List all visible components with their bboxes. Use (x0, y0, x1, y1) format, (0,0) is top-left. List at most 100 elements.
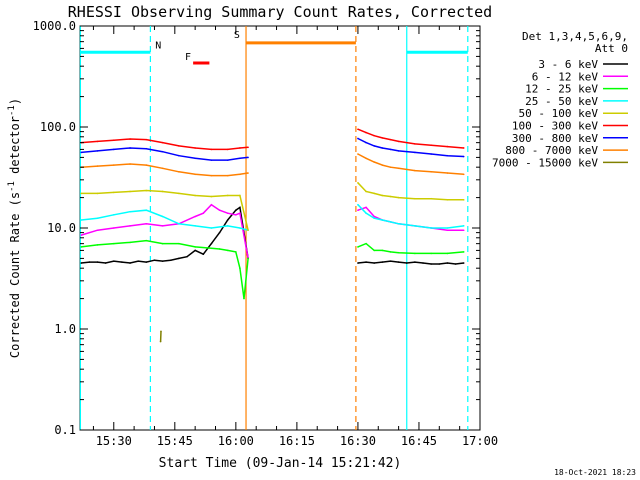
data-point (210, 203, 213, 206)
data-point (161, 260, 164, 262)
data-point (112, 214, 115, 216)
data-point (145, 138, 148, 141)
data-point (381, 261, 384, 263)
data-point (210, 247, 213, 250)
data-point (80, 234, 83, 236)
series-line (81, 137, 464, 161)
data-point (178, 192, 180, 195)
flag-label-n: N (155, 40, 161, 51)
data-point (194, 215, 196, 218)
y-tick-label: 10.0 (47, 221, 76, 235)
y-tick-label: 100.0 (40, 120, 76, 134)
legend-label: 50 - 100 keV (519, 107, 599, 120)
data-point (239, 227, 241, 229)
data-point (112, 242, 115, 245)
data-point (96, 217, 99, 220)
data-point (239, 147, 241, 149)
data-point (414, 225, 416, 227)
axis-ticks: 15:30 15:45 16:00 16:15 16:30 16:45 17:00 1000.… (33, 19, 498, 448)
data-point (414, 151, 416, 154)
data-point (462, 173, 465, 176)
data-point (357, 209, 359, 212)
data-point (357, 203, 359, 206)
data-point (381, 137, 384, 139)
data-point (389, 260, 392, 262)
x-tick-label: 15:45 (157, 434, 193, 448)
data-point (112, 164, 115, 166)
data-point (357, 128, 359, 131)
data-point (145, 223, 148, 225)
data-point (462, 147, 465, 149)
data-point (202, 253, 205, 256)
series-3 (80, 203, 465, 232)
data-point (365, 190, 367, 193)
flag-label-s: S (234, 30, 240, 41)
data-point (373, 134, 376, 137)
data-point (226, 159, 229, 161)
data-point (145, 164, 148, 166)
data-point (373, 192, 376, 195)
data-point (357, 153, 359, 155)
series-line (81, 204, 464, 231)
data-point (247, 172, 249, 174)
data-point (247, 156, 249, 159)
series-layer (80, 128, 465, 343)
y-tick-label: 0.1 (54, 423, 76, 437)
x-tick-label: 16:15 (279, 434, 315, 448)
data-point (397, 167, 400, 170)
y-tick-label: 1.0 (54, 322, 76, 336)
data-point (381, 147, 384, 149)
data-point (446, 227, 449, 229)
data-point (210, 159, 213, 161)
data-point (247, 229, 249, 232)
data-point (373, 161, 376, 163)
data-point (96, 165, 99, 167)
data-point (397, 251, 400, 254)
legend-label: 7000 - 15000 keV (492, 156, 598, 169)
data-point (129, 210, 131, 213)
y-axis-label-exp1: -1 (7, 181, 17, 192)
data-point (80, 151, 83, 154)
data-point (365, 261, 367, 263)
data-point (226, 225, 229, 227)
data-point (239, 157, 241, 160)
data-point (194, 246, 196, 248)
data-point (96, 244, 99, 246)
data-point (194, 249, 196, 252)
data-point (373, 249, 376, 252)
data-point (414, 252, 416, 255)
data-point (145, 189, 148, 192)
y-tick-label: 1000.0 (33, 19, 76, 33)
data-point (357, 262, 359, 264)
data-point (430, 171, 432, 173)
x-tick-label: 17:00 (462, 434, 498, 448)
data-point (226, 212, 229, 215)
data-point (389, 148, 392, 151)
data-point (159, 340, 162, 343)
data-point (112, 139, 115, 142)
data-point (381, 249, 384, 252)
data-point (129, 262, 131, 264)
data-point (446, 252, 449, 255)
data-point (381, 164, 384, 166)
data-point (226, 219, 229, 221)
series-2 (80, 239, 465, 300)
legend-label: 300 - 800 keV (512, 132, 598, 145)
data-point (226, 249, 229, 252)
data-point (365, 131, 367, 134)
data-point (430, 153, 432, 155)
data-point (178, 171, 180, 173)
data-point (194, 173, 196, 176)
data-point (446, 154, 449, 157)
data-point (226, 194, 229, 197)
data-point (239, 212, 241, 215)
data-point (430, 197, 432, 200)
footer-timestamp: 18-Oct-2021 18:23 (554, 468, 636, 477)
data-point (112, 227, 115, 229)
series-7 (80, 153, 465, 177)
data-point (129, 225, 131, 227)
x-tick-label: 16:30 (340, 434, 376, 448)
data-point (239, 267, 241, 269)
x-tick-label: 15:30 (96, 434, 132, 448)
